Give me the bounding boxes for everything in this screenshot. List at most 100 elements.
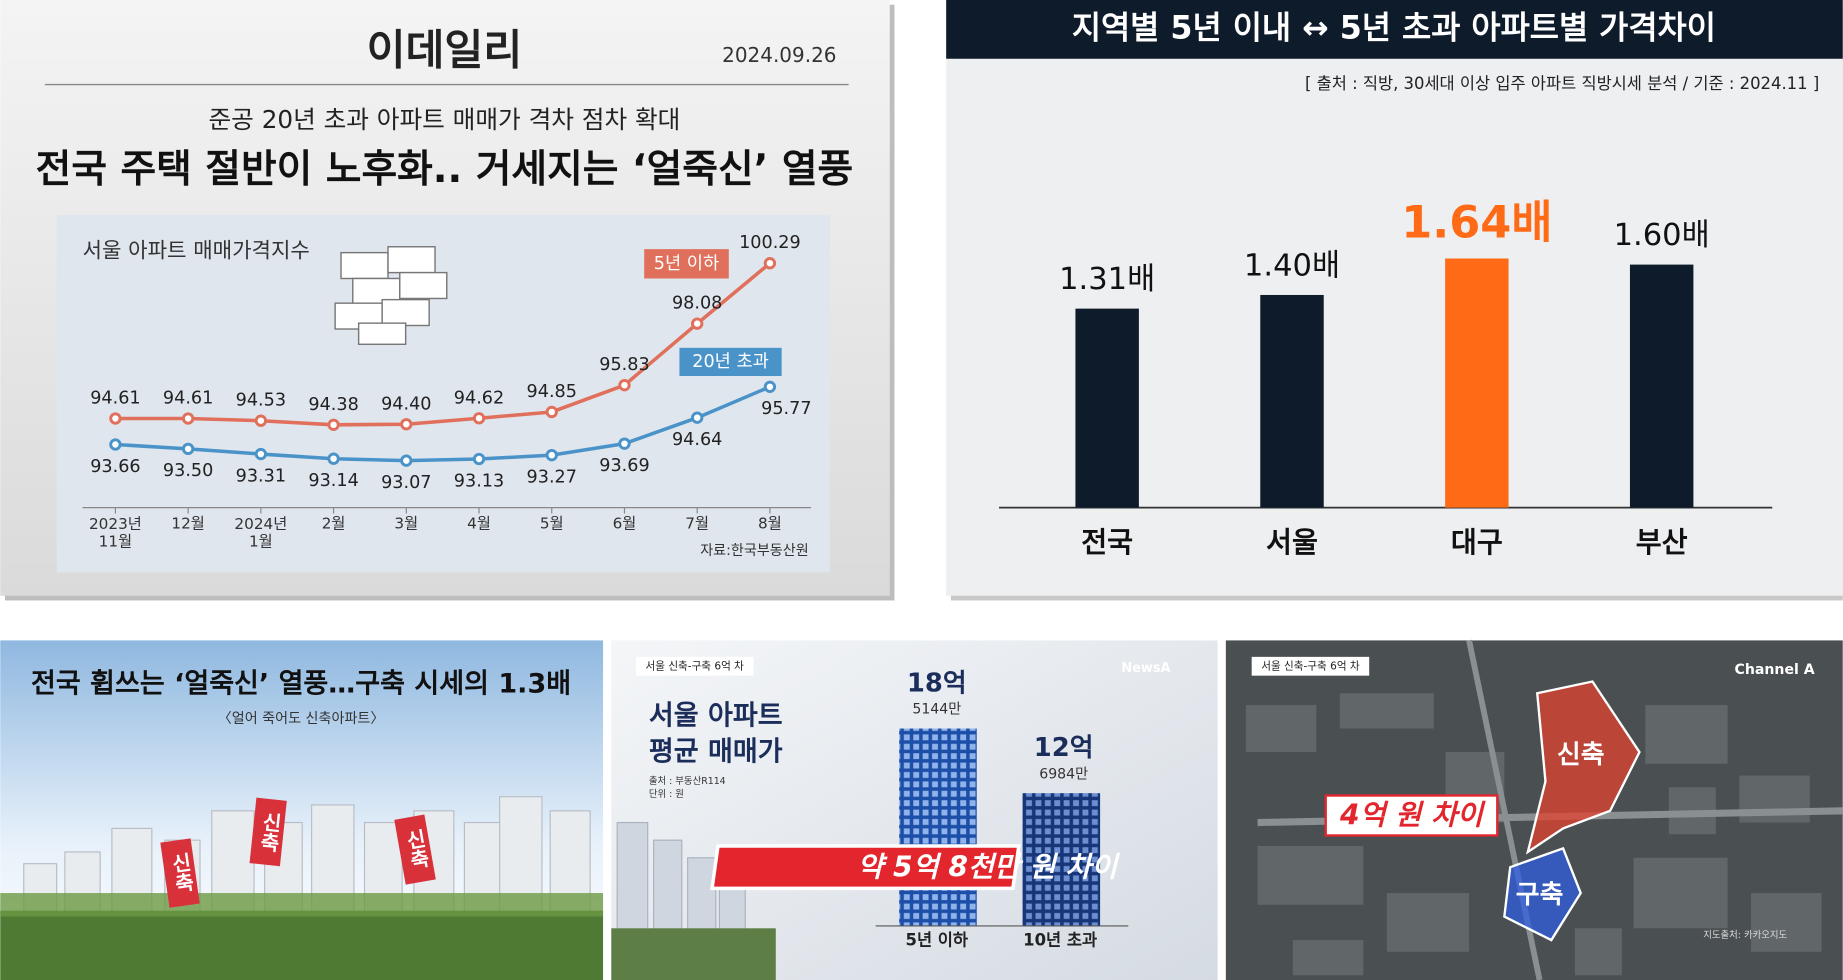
old-building: [1022, 793, 1101, 926]
x-tick-label: 서울: [1266, 526, 1318, 559]
difference-box: [710, 844, 1021, 891]
value-label: 94.40: [381, 394, 431, 414]
label-line: 11월: [99, 532, 132, 550]
trees: [0, 893, 604, 917]
unit: 단위 : 원: [649, 789, 684, 800]
x-tick-label: 2024년 1월: [234, 515, 287, 551]
bar: [1629, 264, 1694, 508]
bar: [1260, 294, 1324, 508]
value-label: 1.31배: [1059, 262, 1155, 297]
source: 출처 : 부동산R114: [649, 775, 726, 787]
point: [254, 447, 268, 461]
legend-label: 20년 초과: [692, 352, 769, 372]
point: [618, 378, 631, 392]
value-label: 94.61: [163, 389, 213, 409]
new-price: 18억: [907, 668, 967, 698]
value-label: 93.50: [163, 461, 213, 481]
title-line: 평균 매매가: [649, 737, 783, 768]
point: [254, 414, 268, 427]
credit: 지도출처: 카카오지도: [1703, 929, 1787, 941]
chart-source: [ 출처 : 직방, 30세대 이상 입주 아파트 직방시세 분석 / 기준 :…: [1305, 74, 1819, 93]
new-label: 5년 이하: [906, 931, 969, 950]
x-tick-label: 6월: [613, 515, 637, 533]
x-tick-label: 2월: [322, 515, 346, 533]
old-price: 12억: [1034, 733, 1094, 763]
date: 2024.09.26: [722, 43, 836, 67]
subtitle: 〈얼어 죽어도 신축아파트〉: [218, 711, 385, 727]
label-line: 1월: [249, 532, 273, 550]
map-texture: [1245, 693, 1822, 976]
point: [472, 452, 486, 466]
point: [109, 412, 122, 425]
headline: 전국 휩쓰는 ‘얼죽신’ 열풍…구축 시세의 1.3배: [31, 669, 571, 700]
trees: [0, 910, 604, 980]
title-band: [946, 0, 1843, 59]
old-price-sub: 6984만: [1039, 766, 1088, 782]
value-label: 93.14: [308, 471, 358, 491]
point: [327, 452, 340, 465]
x-tick-label: 2023년 11월: [89, 515, 142, 551]
value-label: 93.07: [381, 473, 431, 493]
value-label: 95.77: [761, 399, 811, 419]
banner-text: 신축: [167, 851, 196, 894]
legend-box: [644, 249, 729, 279]
value-label: 93.66: [90, 457, 140, 477]
point: [400, 418, 413, 431]
value-label: 1.64배: [1401, 197, 1552, 249]
tag-box: [635, 656, 754, 676]
difference: 4억 원 차이: [1339, 799, 1486, 832]
point: [472, 412, 486, 425]
old-label: 10년 초과: [1023, 931, 1097, 950]
point: [763, 257, 777, 270]
old-label: 구축: [1516, 880, 1564, 910]
point: [181, 412, 195, 425]
label-line: 2023년: [89, 515, 142, 533]
new-label: 신축: [1557, 740, 1605, 770]
point: [400, 454, 413, 467]
difference: 약 5억 8천만 원 차이: [857, 850, 1120, 883]
point: [763, 380, 777, 393]
value-label: 94.62: [454, 388, 504, 408]
x-tick-label: 8월: [758, 515, 782, 533]
value-label: 94.38: [308, 395, 358, 415]
new-building: [899, 728, 977, 926]
point: [691, 317, 704, 330]
banner: [160, 838, 200, 908]
point: [327, 418, 340, 431]
value-label: 1.40배: [1244, 248, 1340, 283]
value-label: 1.60배: [1614, 218, 1710, 253]
series-line: [115, 261, 772, 427]
tag-box: [1251, 656, 1370, 676]
chart-title: 서울 아파트 매매가격지수: [83, 237, 310, 262]
new-area: [1525, 680, 1641, 855]
x-tick-label: 3월: [394, 515, 418, 533]
x-tick-label: 4월: [467, 515, 491, 533]
title-line: 서울 아파트: [649, 700, 783, 731]
x-tick-label: 부산: [1636, 526, 1688, 559]
value-label: 94.61: [90, 389, 140, 409]
x-tick-label: 전국: [1081, 526, 1133, 559]
point: [181, 442, 195, 456]
headline: 전국 주택 절반이 노후화.. 거세지는 ‘얼죽신’ 열풍: [36, 147, 854, 192]
value-label: 93.27: [527, 467, 577, 487]
value-label: 93.13: [454, 471, 504, 491]
value-label: 94.64: [672, 430, 722, 450]
value-label: 95.83: [599, 355, 649, 375]
value-label: 100.29: [739, 233, 801, 253]
value-label: 93.31: [236, 466, 286, 486]
banner: [394, 814, 436, 885]
banner: [249, 797, 287, 867]
legend-label: 5년 이하: [654, 254, 719, 274]
point: [545, 405, 558, 419]
point: [545, 448, 558, 462]
new-price-sub: 5144만: [912, 702, 961, 718]
chart-title: 지역별 5년 이내 ↔ 5년 초과 아파트별 가격차이: [1072, 10, 1716, 46]
tag: 서울 신축-구축 6억 차: [646, 660, 745, 672]
value-label: 94.53: [236, 391, 286, 411]
bar: [1445, 258, 1509, 508]
label-line: 2024년: [234, 515, 287, 533]
old-area: [1503, 846, 1583, 942]
outlet: 이데일리: [367, 25, 523, 74]
